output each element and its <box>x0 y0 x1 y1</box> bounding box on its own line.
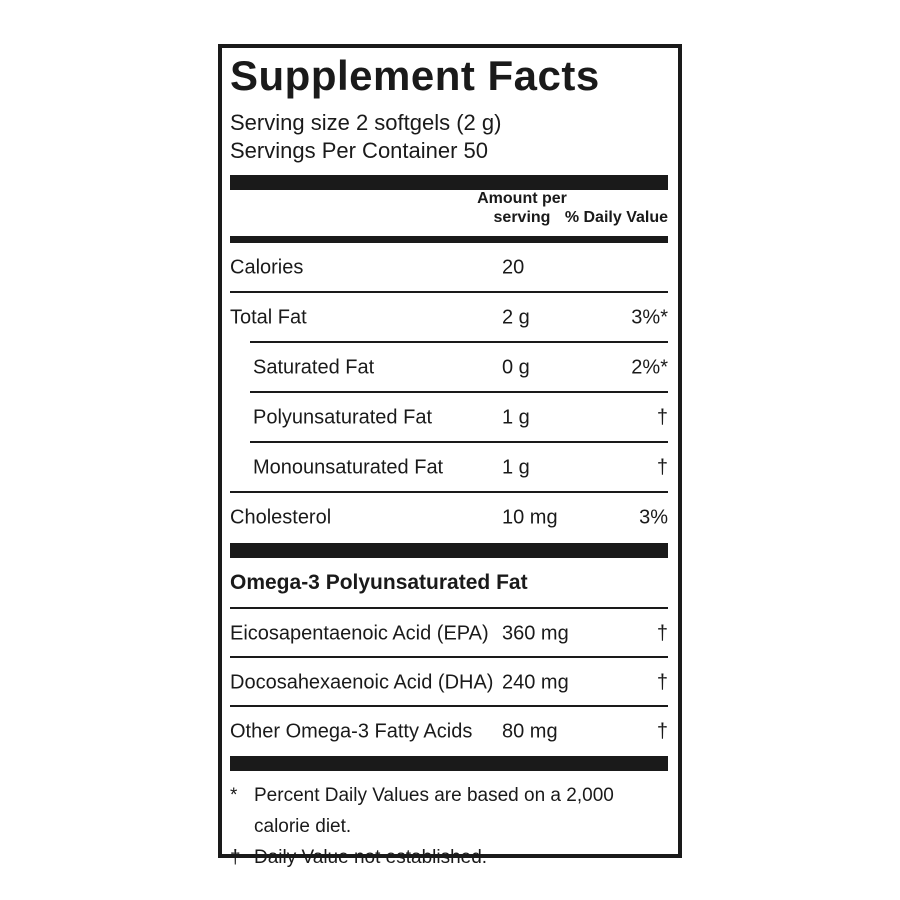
nutrient-daily-value: † <box>656 456 668 479</box>
separator-bar-thick-top <box>230 175 668 190</box>
amount-header-line2: serving <box>493 209 551 226</box>
nutrient-daily-value: 3%* <box>631 306 668 329</box>
nutrient-row-epa: Eicosapentaenoic Acid (EPA) 360 mg † <box>230 609 668 658</box>
nutrient-row-calories: Calories 20 <box>230 243 668 293</box>
nutrient-amount: 80 mg <box>502 720 558 742</box>
footnote-marker-asterisk: * <box>230 785 238 806</box>
column-header-row: Amount per serving % Daily Value <box>230 190 668 243</box>
nutrient-amount: 0 g <box>502 356 530 379</box>
footnote-text: Daily Value not established. <box>254 847 488 868</box>
nutrient-name: Docosahexaenoic Acid (DHA) <box>230 671 494 693</box>
row-separator <box>250 341 668 343</box>
nutrient-name: Cholesterol <box>230 506 332 529</box>
nutrient-amount: 20 <box>502 256 525 279</box>
nutrient-row-saturated-fat: Saturated Fat 0 g 2%* <box>230 343 668 393</box>
nutrient-daily-value: † <box>656 622 668 644</box>
nutrient-daily-value: † <box>656 671 668 693</box>
footnote-text: Percent Daily Values are based on a 2,00… <box>254 785 614 837</box>
nutrient-name: Eicosapentaenoic Acid (EPA) <box>230 622 489 644</box>
nutrient-amount: 360 mg <box>502 622 569 644</box>
nutrient-row-cholesterol: Cholesterol 10 mg 3% <box>230 493 668 543</box>
row-separator <box>250 441 668 443</box>
nutrient-row-other-omega3: Other Omega-3 Fatty Acids 80 mg † <box>230 707 668 756</box>
nutrient-name: Total Fat <box>230 306 307 329</box>
column-header-amount: Amount per serving <box>467 189 577 227</box>
nutrient-daily-value: † <box>656 406 668 429</box>
nutrient-daily-value: 2%* <box>631 356 668 379</box>
serving-size-text: Serving size 2 softgels (2 g) <box>230 110 502 135</box>
separator-bar-thick-middle <box>230 543 668 558</box>
nutrient-amount: 10 mg <box>502 506 558 529</box>
panel-title: Supplement Facts <box>230 52 600 99</box>
nutrient-name: Other Omega-3 Fatty Acids <box>230 720 473 742</box>
nutrient-amount: 1 g <box>502 456 530 479</box>
nutrient-row-total-fat: Total Fat 2 g 3%* <box>230 293 668 343</box>
footnote-marker-dagger: † <box>230 847 241 868</box>
nutrient-name: Monounsaturated Fat <box>253 456 444 479</box>
nutrient-amount: 240 mg <box>502 671 569 693</box>
nutrient-name: Saturated Fat <box>253 356 375 379</box>
nutrient-name: Polyunsaturated Fat <box>253 406 432 429</box>
nutrient-daily-value: † <box>656 720 668 742</box>
row-separator <box>230 705 668 707</box>
supplement-facts-panel: Supplement Facts Serving size 2 softgels… <box>218 44 682 868</box>
row-separator <box>230 491 668 493</box>
nutrient-name: Calories <box>230 256 304 279</box>
servings-per-container-text: Servings Per Container 50 <box>230 138 489 163</box>
footnote-daily-values: * Percent Daily Values are based on a 2,… <box>230 780 668 842</box>
nutrient-amount: 1 g <box>502 406 530 429</box>
nutrient-amount: 2 g <box>502 306 530 329</box>
nutrient-daily-value: 3% <box>639 506 668 529</box>
section-header-omega3: Omega-3 Polyunsaturated Fat <box>230 558 668 609</box>
amount-header-line1: Amount per <box>477 190 567 207</box>
section-title: Omega-3 Polyunsaturated Fat <box>230 571 528 594</box>
footnote-dagger: † Daily Value not established. <box>230 842 668 873</box>
footnotes: * Percent Daily Values are based on a 2,… <box>230 771 668 873</box>
nutrient-row-monounsaturated-fat: Monounsaturated Fat 1 g † <box>230 443 668 493</box>
nutrient-row-dha: Docosahexaenoic Acid (DHA) 240 mg † <box>230 658 668 707</box>
column-header-daily-value: % Daily Value <box>564 209 668 226</box>
row-separator <box>250 391 668 393</box>
row-separator <box>230 656 668 658</box>
nutrient-row-polyunsaturated-fat: Polyunsaturated Fat 1 g † <box>230 393 668 443</box>
row-separator <box>230 291 668 293</box>
separator-bar-thick-bottom <box>230 756 668 771</box>
